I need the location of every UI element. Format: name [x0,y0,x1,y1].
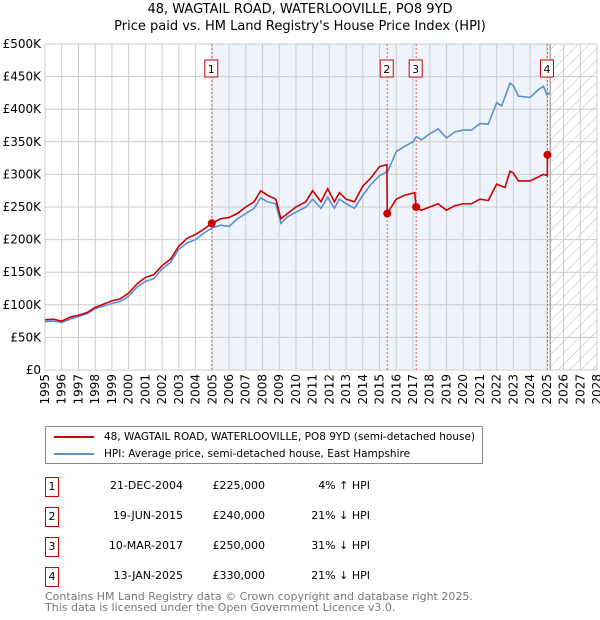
x-tick-label: 2019 [439,374,453,405]
y-tick-label: £50K [10,330,42,344]
sale-label: 4 [543,63,550,76]
sale-date: 10-MAR-2017 [108,539,183,552]
y-tick-label: £350K [3,135,43,149]
x-tick-label: 2027 [573,374,587,405]
sale-point [207,219,216,228]
sale-point [412,203,421,211]
x-tick-label: 2015 [373,374,387,405]
legend: 48, WAGTAIL ROAD, WATERLOOVILLE, PO8 9YD… [45,426,483,464]
x-tick-label: 2005 [205,374,219,405]
x-tick-label: 2007 [239,374,253,405]
sale-hpi-diff: 4% ↑ HPI [318,479,370,492]
x-tick-label: 2004 [189,374,203,405]
sale-price: £250,000 [212,539,266,552]
legend-property: 48, WAGTAIL ROAD, WATERLOOVILLE, PO8 9YD… [104,431,476,443]
y-tick-label: £150K [3,265,43,279]
price-chart: £0 £50K £100K £150K £200K £250K £300K £350K £400… [3,37,600,405]
sale-number: 3 [45,537,59,557]
y-tick-label: £0 [26,363,41,377]
x-tick-label: 2022 [490,374,504,405]
sale-label: 2 [383,63,390,76]
x-tick-label: 2009 [272,374,286,405]
sale-price: £240,000 [212,509,266,522]
sale-row: 2 19-JUN-2015 £240,000 21% ↓ HPI [45,507,445,527]
chart-subtitle: Price paid vs. HM Land Registry's House … [114,19,486,34]
x-tick-label: 2001 [138,374,152,405]
x-tick-label: 2028 [590,374,600,405]
chart-title: 48, WAGTAIL ROAD, WATERLOOVILLE, PO8 9YD [147,2,453,17]
x-tick-label: 2017 [406,374,420,405]
legend-blue-line [54,453,94,455]
x-tick-label: 2023 [506,374,520,405]
sale-label-box [204,59,219,78]
sale-row: 3 10-MAR-2017 £250,000 31% ↓ HPI [45,537,445,557]
x-tick-label: 2000 [122,374,136,405]
sale-hpi-diff: 31% ↓ HPI [311,539,370,552]
x-tick-label: 2006 [222,374,236,405]
footer-line2: This data is licensed under the Open Gov… [45,601,396,614]
sale-number: 1 [45,477,59,497]
sale-hpi-diff: 21% ↓ HPI [311,569,370,582]
x-tick-label: 1997 [71,374,85,405]
sale-row: 1 21-DEC-2004 £225,000 4% ↑ HPI [45,477,445,497]
sale-price: £225,000 [212,479,266,492]
sale-label: 3 [412,63,419,76]
sale-price: £330,000 [212,569,266,582]
y-tick-label: £500K [3,37,43,51]
sale-date: 19-JUN-2015 [112,509,183,522]
x-tick-label: 2016 [389,374,403,405]
x-tick-label: 2002 [155,374,169,405]
sale-row: 4 13-JAN-2025 £330,000 21% ↓ HPI [45,567,445,587]
sale-date: 13-JAN-2025 [113,569,183,582]
y-tick-label: £100K [3,298,43,312]
x-tick-label: 1995 [38,374,52,405]
x-tick-label: 2003 [172,374,186,405]
sale-point [383,209,392,218]
x-tick-label: 2021 [473,374,487,405]
y-tick-label: £400K [3,102,43,116]
sale-label-box [539,59,554,78]
x-tick-label: 2013 [339,374,353,405]
hpi-line [44,81,551,324]
sale-label: 1 [208,63,215,76]
x-tick-label: 2014 [356,374,370,405]
y-tick-label: £200K [3,233,43,247]
sale-date: 21-DEC-2004 [109,479,183,492]
footer-line1: Contains HM Land Registry data © Crown c… [45,590,473,603]
sale-label-box [408,59,423,78]
x-tick-label: 2024 [523,374,537,405]
sale-point [543,150,552,159]
x-tick-label: 2025 [540,374,554,405]
footer: Contains HM Land Registry data © Crown c… [45,591,473,613]
y-tick-label: £300K [3,167,43,181]
x-tick-label: 2020 [456,374,470,405]
x-tick-label: 2011 [306,374,320,405]
property-price-line [44,154,551,322]
x-tick-label: 2010 [289,374,303,405]
sale-label-box [379,59,394,78]
sale-hpi-diff: 21% ↓ HPI [311,509,370,522]
legend-hpi: HPI: Average price, semi-detached house,… [104,448,411,460]
x-tick-label: 1998 [88,374,102,405]
legend-red-line [54,436,94,438]
x-tick-label: 2018 [423,374,437,405]
x-tick-label: 2012 [322,374,336,405]
y-tick-label: £450K [3,70,43,84]
y-tick-label: £250K [3,200,43,214]
sale-number: 4 [45,567,59,587]
sale-number: 2 [45,507,59,527]
x-tick-label: 1996 [55,374,69,405]
x-tick-label: 1999 [105,374,119,405]
x-tick-label: 2026 [557,374,571,405]
x-tick-label: 2008 [255,374,269,405]
